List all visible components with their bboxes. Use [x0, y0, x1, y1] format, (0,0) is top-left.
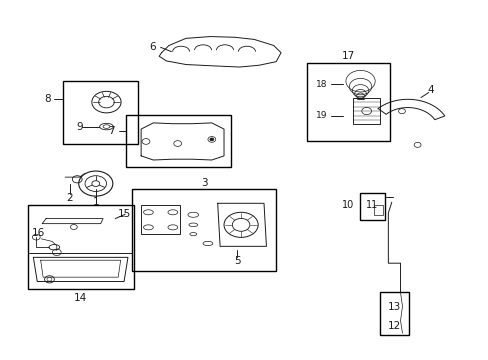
Bar	[379, 292, 408, 335]
Text: 13: 13	[387, 302, 401, 312]
Bar	[126, 116, 231, 167]
Text: 15: 15	[118, 208, 131, 219]
Text: 2: 2	[66, 193, 73, 203]
Bar	[352, 99, 379, 123]
Text: 12: 12	[387, 321, 401, 331]
Text: 16: 16	[32, 228, 45, 238]
Text: 17: 17	[341, 50, 354, 60]
Text: 10: 10	[341, 201, 353, 210]
Text: 3: 3	[201, 177, 207, 188]
Text: 6: 6	[149, 42, 156, 52]
Text: 18: 18	[315, 80, 326, 89]
Bar	[27, 205, 134, 289]
Text: 14: 14	[74, 293, 87, 303]
Bar	[141, 205, 180, 234]
Text: 5: 5	[233, 256, 240, 266]
Text: 7: 7	[107, 126, 114, 136]
Text: 8: 8	[44, 94, 50, 104]
Bar	[373, 205, 382, 215]
Circle shape	[209, 138, 213, 141]
Text: 4: 4	[427, 85, 433, 95]
Text: 11: 11	[366, 201, 378, 210]
Text: 1: 1	[92, 197, 99, 207]
Text: 9: 9	[76, 122, 83, 131]
Bar	[359, 193, 385, 220]
Text: 19: 19	[315, 111, 326, 120]
Bar	[62, 81, 138, 144]
Bar	[132, 189, 276, 271]
Bar	[306, 63, 389, 140]
